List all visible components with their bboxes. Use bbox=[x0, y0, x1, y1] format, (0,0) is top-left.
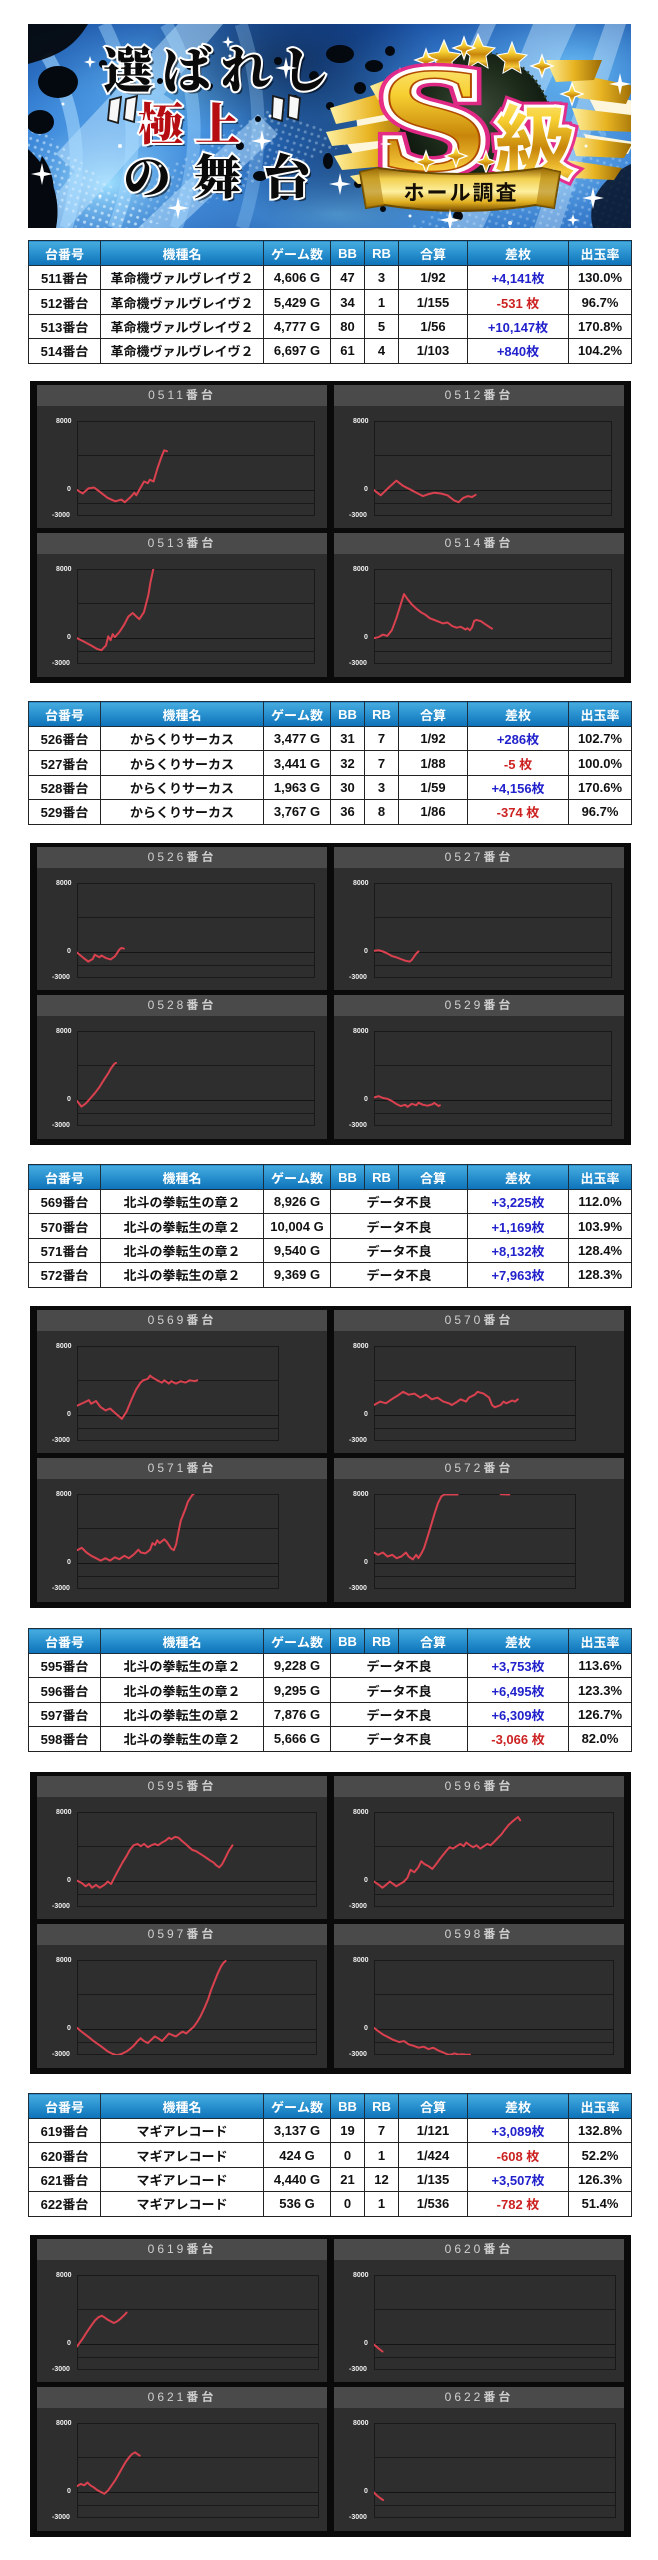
svg-text:の舞台: の舞台 bbox=[126, 142, 336, 211]
svg-text:の舞台: の舞台 bbox=[123, 139, 333, 208]
svg-text:選ばれし: 選ばれし bbox=[106, 34, 342, 106]
svg-text:極上: 極上 bbox=[138, 88, 252, 153]
svg-text:ホール調査: ホール調査 bbox=[404, 177, 519, 207]
svg-text:選ばれし: 選ばれし bbox=[103, 31, 339, 103]
svg-text:極上: 極上 bbox=[141, 91, 255, 156]
